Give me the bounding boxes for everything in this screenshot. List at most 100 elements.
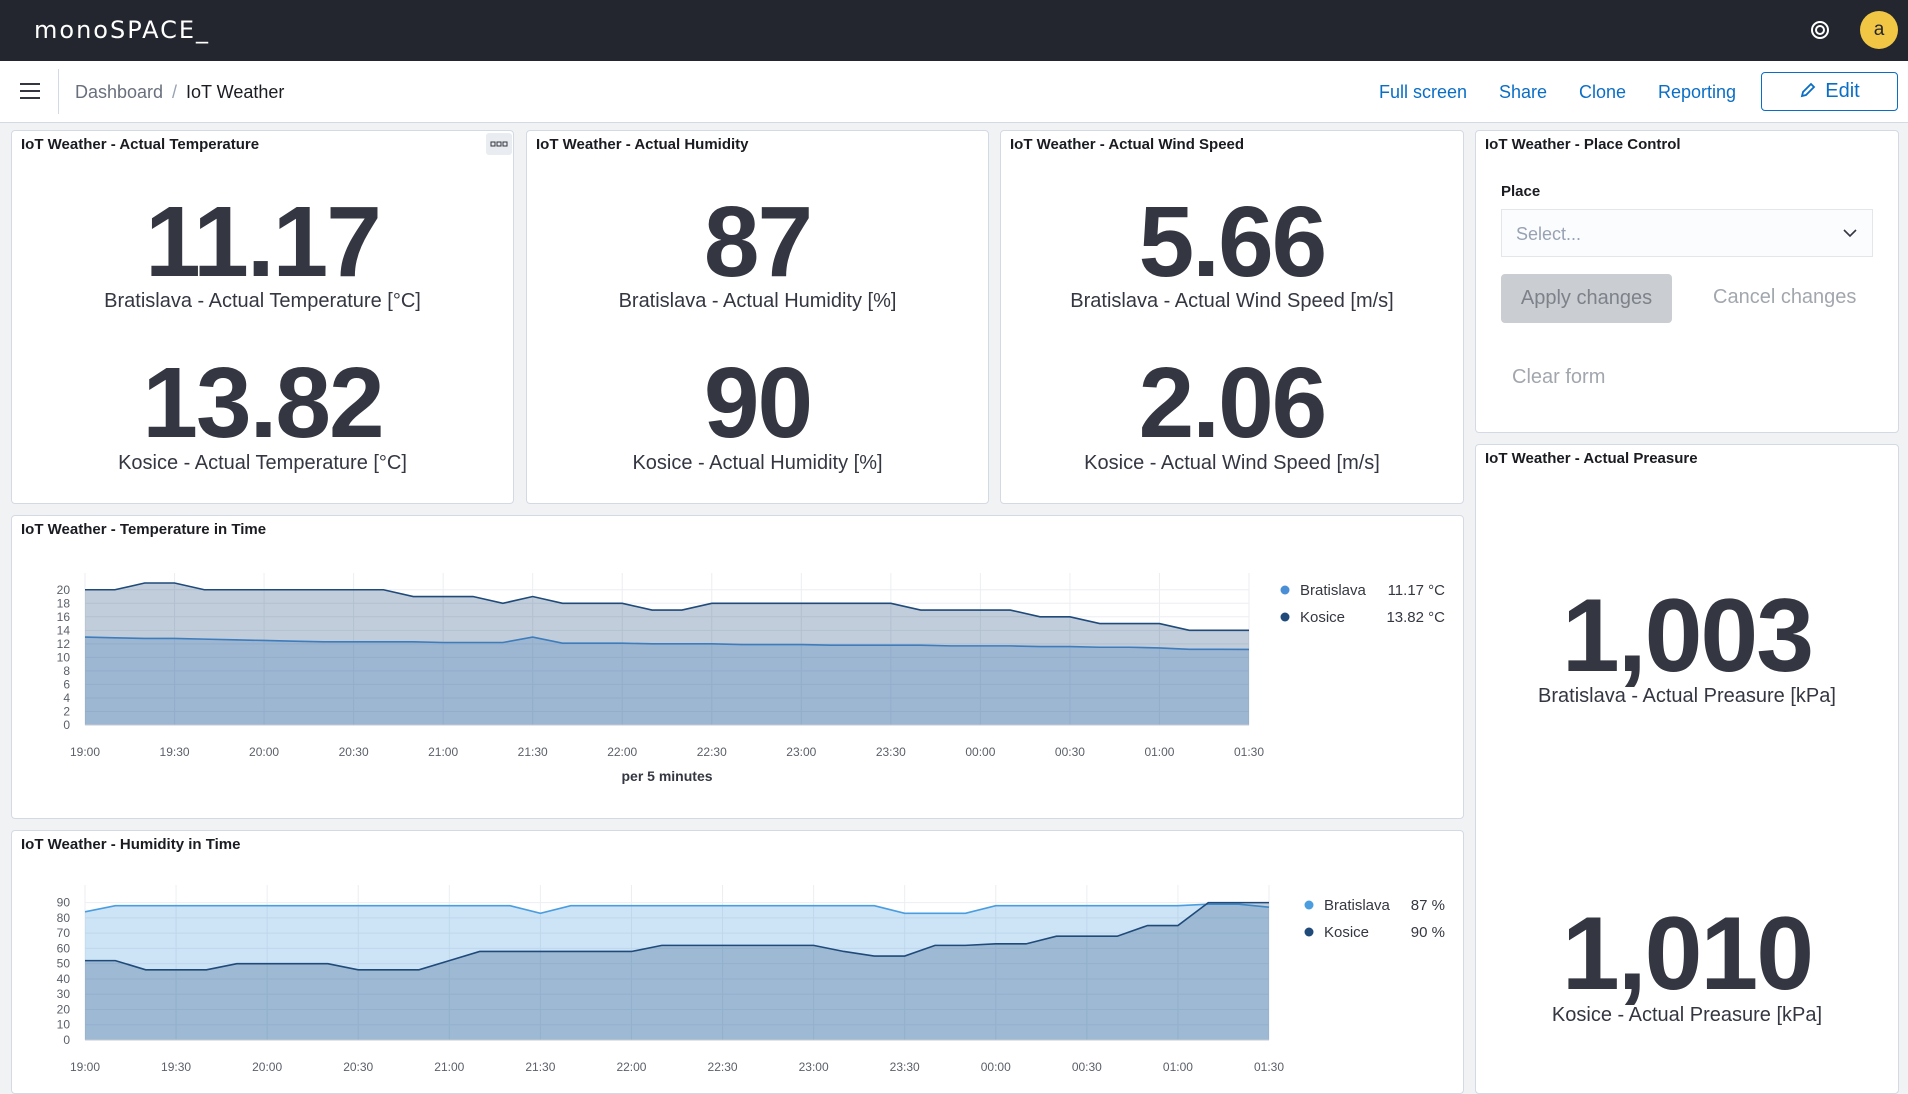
cancel-button[interactable]: Cancel changes	[1713, 286, 1857, 308]
x-tick-label: 19:00	[70, 745, 100, 759]
series-line	[85, 582, 1249, 632]
x-tick-label: 19:00	[70, 1060, 100, 1074]
legend-label[interactable]: Kosice	[1300, 609, 1345, 626]
y-tick-label: 4	[63, 691, 70, 705]
select-placeholder: Select...	[1516, 224, 1582, 244]
area-fill	[85, 637, 1249, 725]
area-fill	[85, 583, 1249, 725]
series-line	[85, 901, 1269, 971]
y-tick-label: 30	[57, 987, 71, 1001]
x-tick-label: 19:30	[161, 1060, 191, 1074]
logo[interactable]: monoSPACE_	[34, 16, 211, 44]
panel-title: IoT Weather - Actual Wind Speed	[1010, 136, 1245, 153]
panel-title: IoT Weather - Temperature in Time	[21, 521, 267, 538]
x-tick-label: 01:30	[1254, 1060, 1284, 1074]
x-tick-label: 22:00	[607, 745, 637, 759]
metric-value: 11.17	[145, 186, 382, 298]
panel-title: IoT Weather - Humidity in Time	[21, 836, 241, 853]
x-tick-label: 00:00	[981, 1060, 1011, 1074]
chart-panel: IoT Weather - Humidity in Time 0 10 20 30 40…	[11, 830, 1464, 1094]
y-tick-label: 20	[57, 1002, 71, 1016]
y-tick-label: 80	[57, 911, 71, 925]
metric-value: 2.06	[1138, 347, 1328, 459]
legend-value: 90 %	[1411, 924, 1445, 941]
action-link[interactable]: Reporting	[1658, 82, 1737, 102]
help-icon[interactable]	[1809, 19, 1831, 41]
y-tick-label: 6	[63, 677, 70, 691]
y-tick-label: 10	[57, 1018, 71, 1032]
action-link[interactable]: Clone	[1579, 82, 1627, 102]
metric-value: 1,003	[1561, 578, 1814, 694]
y-tick-label: 40	[57, 972, 71, 986]
menu-icon[interactable]	[20, 82, 42, 100]
x-tick-label: 20:30	[343, 1060, 373, 1074]
x-tick-label: 21:30	[525, 1060, 555, 1074]
metric-panel: IoT Weather - Actual Humidity 87 Bratislav…	[526, 130, 989, 504]
metric-value: 87	[703, 186, 813, 298]
x-tick-label: 01:00	[1163, 1060, 1193, 1074]
y-tick-label: 90	[57, 896, 71, 910]
y-tick-label: 2	[63, 704, 70, 718]
panel-options[interactable]	[486, 133, 512, 155]
breadcrumb-separator: /	[172, 82, 178, 102]
legend-value: 13.82 °C	[1386, 609, 1445, 626]
metric-label: Kosice - Actual Preasure [kPa]	[1551, 1004, 1823, 1026]
x-tick-label: 20:30	[339, 745, 369, 759]
metric-panel: IoT Weather - Actual Temperature 11.17 Bra…	[11, 130, 514, 504]
x-tick-label: 21:00	[428, 745, 458, 759]
metric-label: Bratislava - Actual Wind Speed [m/s]	[1070, 290, 1394, 312]
legend-value: 87 %	[1411, 897, 1445, 914]
series-line	[84, 636, 1250, 651]
panel-title: IoT Weather - Actual Temperature	[21, 136, 260, 153]
x-tick-label: 19:30	[160, 745, 190, 759]
metric-label: Kosice - Actual Humidity [%]	[632, 452, 883, 474]
pencil-icon	[1801, 82, 1816, 98]
legend-marker	[1304, 927, 1314, 937]
select[interactable]: Select...	[1501, 209, 1873, 257]
panel-title: IoT Weather - Place Control	[1485, 136, 1681, 153]
x-tick-label: 00:30	[1055, 745, 1085, 759]
legend-label[interactable]: Bratislava	[1324, 897, 1391, 914]
y-tick-label: 50	[57, 957, 71, 971]
legend-marker	[1280, 585, 1290, 595]
action-link[interactable]: Full screen	[1379, 82, 1468, 102]
y-tick-label: 18	[57, 596, 71, 610]
metric-value: 13.82	[142, 347, 384, 459]
y-tick-label: 20	[57, 583, 71, 597]
x-tick-label: 22:30	[697, 745, 727, 759]
area-fill	[85, 902, 1269, 1040]
divider	[58, 69, 59, 114]
metric-label: Bratislava - Actual Humidity [%]	[618, 290, 897, 312]
legend-marker	[1304, 900, 1314, 910]
metric-label: Bratislava - Actual Temperature [°C]	[104, 290, 421, 312]
y-tick-label: 0	[63, 1033, 70, 1047]
clear-button[interactable]: Clear form	[1512, 366, 1606, 388]
x-tick-label: 23:30	[890, 1060, 920, 1074]
breadcrumb: IoT Weather	[186, 82, 285, 102]
y-tick-label: 8	[63, 664, 70, 678]
x-tick-label: 20:00	[249, 745, 279, 759]
avatar[interactable]: a	[1860, 11, 1898, 49]
metric-value: 90	[703, 347, 813, 459]
legend-label[interactable]: Bratislava	[1300, 582, 1367, 599]
field-label: Place	[1501, 183, 1541, 200]
action-link[interactable]: Share	[1499, 82, 1548, 102]
pressure-panel: IoT Weather - Actual Preasure 1,003 Brat…	[1475, 444, 1899, 1094]
edit-button[interactable]: Edit	[1761, 72, 1898, 111]
y-tick-label: 60	[57, 941, 71, 955]
x-tick-label: 01:30	[1234, 745, 1264, 759]
x-tick-label: 01:00	[1144, 745, 1174, 759]
toolbar	[0, 61, 1908, 123]
edit-label[interactable]: Edit	[1825, 80, 1860, 102]
y-tick-label: 14	[57, 623, 71, 637]
metric-value: 5.66	[1138, 186, 1328, 298]
legend-marker	[1280, 612, 1290, 622]
breadcrumb[interactable]: Dashboard	[75, 82, 164, 102]
legend-label[interactable]: Kosice	[1324, 924, 1369, 941]
metric-label: Kosice - Actual Temperature [°C]	[118, 452, 407, 474]
x-tick-label: 00:00	[965, 745, 995, 759]
x-tick-label: 23:30	[876, 745, 906, 759]
apply-button[interactable]: Apply changes	[1501, 274, 1672, 323]
x-tick-label: 21:00	[434, 1060, 464, 1074]
